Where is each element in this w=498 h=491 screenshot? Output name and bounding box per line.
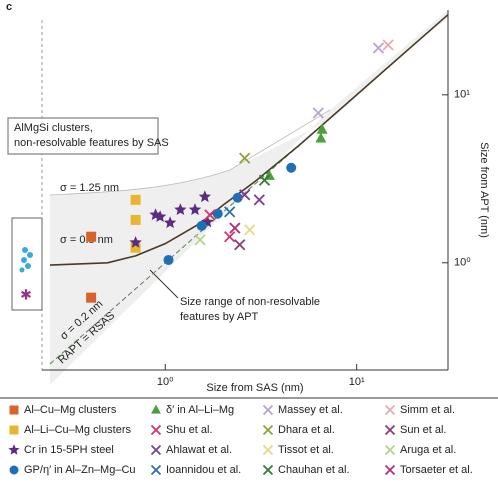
legend-label: Aruga et al. <box>400 444 456 456</box>
legend-marker <box>150 424 162 436</box>
marker <box>204 209 216 221</box>
panel-label: c <box>6 1 12 13</box>
legend-marker <box>384 464 396 476</box>
annotation: σ = 1.25 nm <box>60 182 119 194</box>
legend-marker <box>262 424 274 436</box>
legend-marker <box>262 444 274 456</box>
marker <box>224 231 236 243</box>
marker <box>253 194 265 206</box>
marker <box>129 236 142 248</box>
legend-marker <box>384 404 396 416</box>
marker <box>239 189 251 201</box>
marker <box>163 216 177 229</box>
upper-bound <box>49 109 331 196</box>
asterisk-icon: ✱ <box>20 287 32 303</box>
cluster-icon <box>19 247 33 273</box>
legend-label: Ioannidou et al. <box>166 464 241 476</box>
annotation: features by APT <box>180 311 259 323</box>
annotation-box <box>7 117 159 155</box>
marker <box>194 234 206 246</box>
legend-label: Tissot et al. <box>278 444 334 456</box>
legend-label: Chauhan et al. <box>278 464 350 476</box>
legend-marker <box>150 464 162 476</box>
marker <box>312 107 324 119</box>
legend-marker <box>9 405 19 415</box>
legend-label: Ahlawat et al. <box>166 444 232 456</box>
marker <box>130 214 141 225</box>
legend-label: Dhara et al. <box>278 424 335 436</box>
legend-marker <box>262 404 274 416</box>
marker <box>315 132 327 143</box>
legend-label: Simm et al. <box>400 404 455 416</box>
shaded-band <box>50 10 448 385</box>
legend-marker <box>150 444 162 456</box>
legend-label: Massey et al. <box>278 404 343 416</box>
legend-marker <box>8 444 20 455</box>
marker <box>229 222 241 234</box>
annotation-pointer <box>149 269 179 299</box>
legend-marker <box>9 465 19 475</box>
marker <box>258 174 271 186</box>
annotation: Size range of non-resolvable <box>180 296 320 308</box>
annotation: non-resolvable features by SAS <box>14 137 169 149</box>
marker <box>212 208 223 219</box>
marker <box>188 203 202 215</box>
marker <box>86 292 97 303</box>
x-axis-label: Size from SAS (nm) <box>206 382 303 394</box>
legend-label: Al–Li–Cu–Mg clusters <box>24 424 131 436</box>
marker <box>86 231 97 242</box>
marker <box>153 210 167 222</box>
legend-label: Torsaeter et al. <box>400 464 473 476</box>
legend-label: GP/η′ in Al–Zn–Mg–Cu <box>24 464 136 476</box>
legend-marker <box>262 464 274 476</box>
marker <box>130 194 141 205</box>
legend-marker <box>9 425 19 435</box>
y-tick-label: 10⁰ <box>454 257 471 269</box>
legend-label: δ′ in Al–Li–Mg <box>166 404 234 416</box>
marker <box>316 123 328 134</box>
legend-label: Sun et al. <box>400 424 446 436</box>
marker <box>198 190 211 203</box>
legend-label: Al–Cu–Mg clusters <box>24 404 117 416</box>
marker <box>382 39 394 51</box>
x-tick-label: 10¹ <box>349 376 365 388</box>
inset-box <box>11 217 43 311</box>
marker <box>174 203 187 215</box>
marker <box>286 162 297 173</box>
marker <box>196 220 207 231</box>
marker <box>130 242 141 253</box>
marker <box>234 239 246 251</box>
legend-marker <box>151 404 161 414</box>
legend-label: Cr in 15-5PH steel <box>24 444 114 456</box>
annotation: AlMgSi clusters, <box>14 122 93 134</box>
marker <box>163 254 174 265</box>
legend-marker <box>384 444 396 456</box>
marker <box>372 42 385 54</box>
legend-label: Shu et al. <box>166 424 212 436</box>
marker <box>239 152 251 164</box>
marker <box>224 206 236 218</box>
y-tick-label: 10¹ <box>454 89 470 101</box>
legend-marker <box>384 424 396 436</box>
marker <box>244 224 256 236</box>
x-tick-label: 10⁰ <box>157 376 174 388</box>
y-axis-label: Size from APT (nm) <box>478 142 490 238</box>
